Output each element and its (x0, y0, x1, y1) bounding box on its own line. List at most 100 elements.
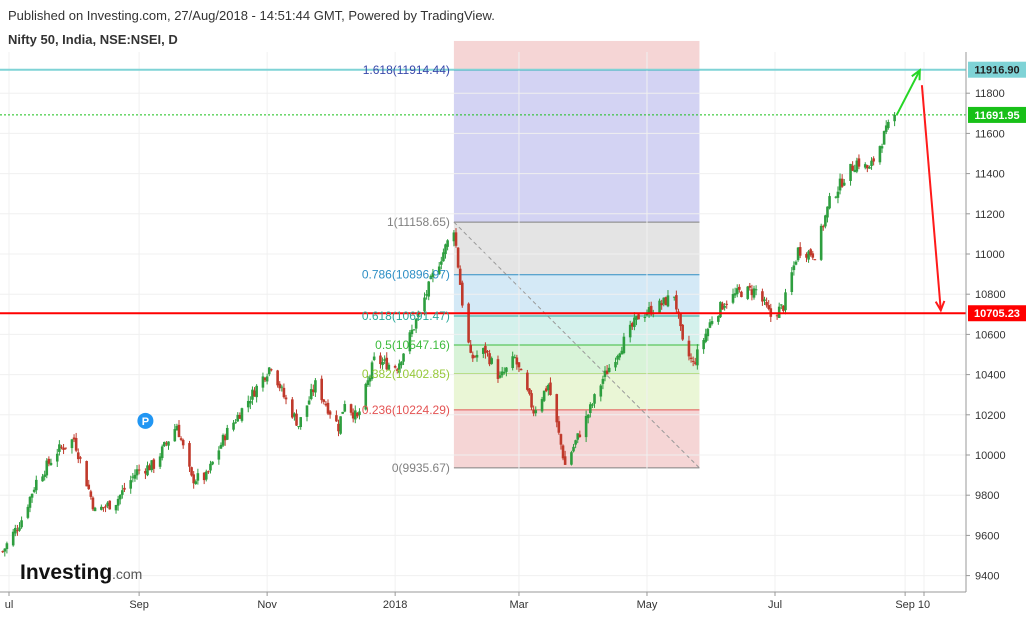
candle-down (532, 409, 535, 414)
candle-up (118, 494, 122, 500)
candle-down (320, 378, 323, 401)
candle-down (337, 423, 340, 432)
candle-down (89, 491, 93, 497)
price-tick-label: 11200 (975, 209, 1005, 221)
candle-down (85, 461, 88, 487)
candle-down (270, 369, 273, 371)
price-tick-label: 10600 (975, 329, 1006, 341)
candle-up (146, 465, 149, 476)
price-tick-label: 10000 (975, 450, 1006, 462)
candle-up (586, 414, 590, 419)
candle-down (528, 388, 531, 394)
candle-up (93, 507, 97, 512)
candle-down (385, 357, 389, 370)
candle-up (160, 446, 164, 459)
candle-up (635, 315, 638, 320)
candle-down (693, 362, 697, 364)
fib-zone-top (453, 40, 700, 71)
candle-up (425, 294, 428, 296)
fib-trend-line (453, 221, 700, 469)
candle-up (251, 389, 254, 400)
candle-up (175, 425, 179, 431)
candle-down (202, 472, 206, 481)
time-tick-label: Sep (129, 599, 149, 611)
candle-up (547, 384, 550, 391)
candle-down (767, 305, 771, 309)
candle-down (393, 365, 397, 368)
candle-up (114, 505, 118, 511)
candle-down (1, 551, 5, 553)
down-arrow (920, 85, 942, 311)
candle-down (761, 291, 764, 302)
fib-zone (453, 345, 700, 375)
candle-up (666, 295, 670, 307)
candle-up (880, 146, 884, 149)
event-marker: P (137, 412, 154, 429)
candle-down (821, 226, 825, 228)
candle-down (471, 354, 475, 359)
candle-up (3, 548, 7, 552)
candle-up (49, 462, 53, 466)
candle-down (484, 345, 487, 354)
candle-up (826, 206, 829, 218)
candle-down (190, 467, 193, 476)
candle-up (129, 480, 133, 489)
candle-up (849, 163, 852, 181)
price-tag-bg (968, 305, 1026, 322)
candle-up (100, 506, 103, 510)
candle-up (240, 408, 244, 421)
candle-up (370, 362, 374, 379)
candle-down (851, 165, 854, 171)
candle-up (603, 370, 607, 377)
candle-up (614, 361, 617, 368)
candle-down (765, 301, 768, 306)
candle-down (857, 158, 861, 167)
candle-down (515, 357, 519, 365)
candle-down (486, 351, 489, 353)
fib-level-label: 1.618(11914.44) (363, 63, 450, 77)
candle-up (836, 191, 840, 198)
price-tick-label: 10200 (975, 410, 1006, 422)
candle-up (366, 380, 370, 386)
price-tick-label: 11600 (975, 128, 1005, 140)
candle-up (706, 328, 710, 337)
candle-up (11, 531, 15, 546)
candle-up (502, 372, 506, 374)
candle-up (710, 321, 714, 324)
candle-up (131, 476, 135, 478)
candle-down (748, 285, 752, 288)
candle-down (563, 456, 567, 465)
candle-up (763, 299, 766, 301)
time-tick-label: 2018 (383, 599, 407, 611)
candle-up (842, 182, 846, 186)
candle-down (530, 393, 533, 408)
candle-up (387, 364, 391, 370)
candle-up (884, 125, 888, 132)
candle-down (544, 388, 548, 392)
candle-down (207, 471, 210, 473)
candle-down (64, 447, 67, 449)
candle-up (863, 164, 867, 168)
candle-up (196, 473, 200, 481)
fibonacci-labels: 1.618(11914.44) 1(11158.65) 0.786(10896.97… (362, 63, 450, 475)
candle-up (534, 410, 538, 414)
candle-down (458, 268, 462, 285)
candle-up (731, 294, 735, 303)
candle-up (162, 442, 166, 447)
marker-label: P (142, 416, 149, 428)
candle-up (13, 527, 17, 534)
candle-down (605, 370, 609, 375)
candle-down (326, 402, 330, 414)
candle-up (299, 417, 303, 427)
investing-logo: Investing .com (20, 561, 142, 584)
candle-up (431, 272, 435, 278)
candle-up (408, 332, 412, 352)
candle-up (542, 390, 546, 401)
candle-up (622, 336, 626, 354)
price-tag-label: 11916.90 (974, 65, 1019, 77)
candle-up (882, 131, 886, 145)
candle-up (372, 356, 376, 360)
candle-down (675, 295, 678, 310)
candle-up (249, 401, 252, 404)
